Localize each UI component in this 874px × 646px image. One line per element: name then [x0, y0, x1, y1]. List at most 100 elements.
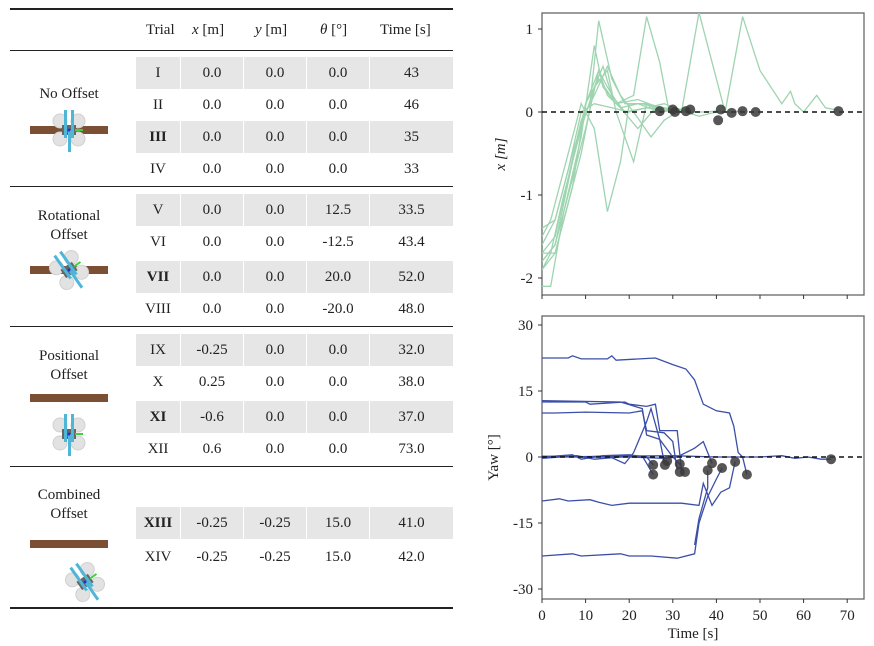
series-line-trial-6 [542, 101, 673, 237]
series-line-trial-3 [542, 45, 686, 287]
x-tick-label: 0 [538, 608, 546, 624]
table-row: IX -0.25 0.0 0.0 32.0 [136, 334, 453, 366]
cell-y: 0.0 [265, 161, 285, 177]
cell-x: 0.0 [181, 57, 243, 89]
drone-rotated-below-branch-icon [30, 540, 120, 615]
table-row: XI -0.6 0.0 0.0 37.0 [136, 401, 453, 433]
table-row: XIV -0.25 -0.25 15.0 42.0 [136, 541, 453, 573]
x-tick-label: 20 [622, 608, 637, 624]
series-line-yaw-+0e [542, 455, 832, 460]
end-marker [730, 456, 741, 467]
cell-time: 33 [404, 161, 419, 177]
cell-time: 32.0 [370, 334, 453, 366]
cell-y: 0.0 [244, 194, 306, 226]
end-marker [680, 466, 691, 477]
table-row: IV 0.0 0.0 0.0 33 [136, 153, 453, 185]
series-line-yaw-−22 [542, 467, 723, 559]
end-marker [737, 106, 748, 117]
cell-theta: 0.0 [328, 161, 348, 177]
cell-time: 33.5 [370, 194, 453, 226]
cell-trial: IV [150, 161, 166, 177]
y-tick-label: 15 [518, 384, 533, 400]
group-divider [10, 186, 453, 187]
table-row: III 0.0 0.0 0.0 35 [136, 121, 453, 153]
end-marker [713, 115, 724, 126]
group-label: No Offset [10, 85, 128, 104]
cell-x: -0.25 [181, 507, 243, 539]
x-axis-label: Time [s] [668, 626, 719, 642]
cell-time: 48.0 [398, 301, 425, 317]
series-line-yaw-−10 [542, 461, 736, 507]
cell-theta: -20.0 [322, 301, 354, 317]
series-line-trial-4 [542, 20, 665, 254]
end-marker [702, 465, 713, 476]
group-divider [10, 326, 453, 327]
top-rule [10, 8, 453, 10]
end-marker [669, 107, 680, 117]
cell-y: 0.0 [244, 261, 306, 293]
cell-x: -0.6 [181, 401, 243, 433]
header-theta: θ [°] [320, 22, 347, 39]
end-marker [674, 466, 685, 477]
group-label: Positional Offset [10, 347, 128, 385]
end-marker [707, 458, 718, 469]
series-line-yaw-+12.5a [542, 401, 683, 471]
header-theta-text: θ [°] [320, 22, 348, 38]
cell-trial: XII [147, 441, 169, 457]
series-line-trial-9 [542, 13, 839, 254]
cell-theta: 0.0 [328, 97, 348, 113]
cell-trial: V [136, 194, 180, 226]
y-tick-label: 0 [526, 105, 534, 121]
cell-time: 42.0 [398, 549, 425, 565]
group-label-line: Positional [38, 348, 99, 364]
cell-x: 0.0 [202, 161, 222, 177]
end-marker [685, 104, 696, 115]
y-tick-label: -15 [513, 516, 533, 532]
series-line-yaw-+0b [542, 454, 654, 466]
cell-x: 0.6 [202, 441, 222, 457]
header-variable-symbol: θ [320, 22, 328, 38]
cell-y: 0.0 [244, 401, 306, 433]
cell-trial: VIII [145, 301, 171, 317]
end-marker [674, 459, 685, 470]
cell-time: 52.0 [370, 261, 453, 293]
series-line-yaw-+0d [542, 440, 713, 464]
cell-y: -0.25 [259, 549, 291, 565]
cell-y: 0.0 [265, 97, 285, 113]
header-variable-symbol: x [192, 22, 199, 38]
table-row: XIII -0.25 -0.25 15.0 41.0 [136, 507, 453, 539]
series-line-yaw-+0c [542, 455, 654, 475]
drone-on-branch-aligned-icon [30, 108, 120, 183]
cell-trial: VII [136, 261, 180, 293]
end-marker [667, 104, 678, 115]
cell-time: 35 [370, 121, 453, 153]
x-tick-label: 70 [840, 608, 855, 624]
y-axis-label: Yaw [°] [486, 434, 502, 481]
cell-theta: 0.0 [307, 401, 369, 433]
cell-trial: XIV [144, 549, 172, 565]
x-tick-label: 40 [709, 608, 724, 624]
group-divider [10, 466, 453, 467]
cell-time: 41.0 [370, 507, 453, 539]
cell-theta: -12.5 [322, 234, 354, 250]
header-time: Time [s] [380, 22, 431, 38]
end-marker [654, 106, 665, 117]
y-tick-label: 0 [526, 450, 534, 466]
end-marker [662, 455, 673, 466]
y-axis-label: x [m] [493, 137, 509, 171]
cell-trial: IX [136, 334, 180, 366]
cell-trial: III [136, 121, 180, 153]
end-marker [741, 469, 752, 480]
header-x-text: x [m] [192, 22, 225, 38]
y-tick-label: 30 [518, 318, 533, 334]
y-tick-label: -1 [521, 188, 534, 204]
y-tick-label: -30 [513, 582, 533, 598]
series-line-trial-5 [542, 64, 721, 246]
cell-time: 73.0 [398, 441, 425, 457]
cell-trial: XI [136, 401, 180, 433]
x-tick-label: 50 [753, 608, 768, 624]
series-line-trial-7 [542, 69, 678, 271]
series-line-trial-2 [542, 64, 691, 271]
cell-theta: 12.5 [307, 194, 369, 226]
table-row: I 0.0 0.0 0.0 43 [136, 57, 453, 89]
